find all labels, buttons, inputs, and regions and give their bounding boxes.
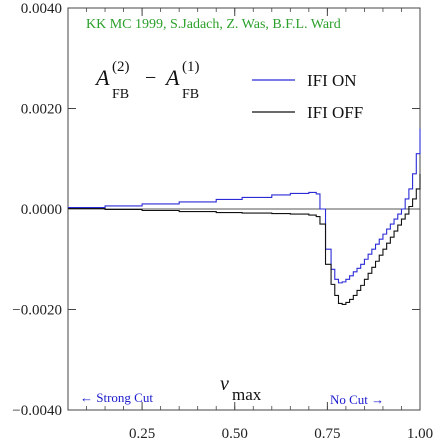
x-axis-tick-labels: 0.25 0.50 0.75 1.00	[129, 426, 433, 442]
y-tick-label-2: 0.0000	[21, 202, 62, 218]
formula-a2-superscript: (2)	[112, 59, 130, 75]
series-group	[68, 128, 421, 306]
ylabel-formula: A (2) FB − A (1) FB	[94, 59, 200, 102]
series-line-ifi-off	[68, 173, 421, 306]
formula-minus: −	[145, 67, 156, 89]
formula-a1-subscript: FB	[182, 87, 199, 102]
xlabel: v max	[220, 373, 262, 404]
y-tick-label-4: −0.0040	[12, 403, 62, 419]
x-tick-label-2: 0.75	[314, 426, 340, 442]
formula-a2-subscript: FB	[112, 87, 129, 102]
y-axis-tick-labels: 0.0040 0.0020 0.0000 −0.0020 −0.0040	[12, 1, 62, 419]
xlabel-subscript: max	[232, 385, 262, 404]
x-axis-ticks	[86, 8, 421, 410]
annotation-no-cut: No Cut →	[330, 392, 384, 407]
series-line-ifi-on	[68, 128, 421, 284]
formula-a1-superscript: (1)	[182, 59, 200, 75]
chart-caption: KK MC 1999, S.Jadach, Z. Was, B.F.L. War…	[86, 17, 341, 32]
y-tick-label-0: 0.0040	[21, 1, 62, 17]
y-tick-label-1: 0.0020	[21, 102, 62, 118]
y-tick-label-3: −0.0020	[12, 303, 62, 319]
legend-label-ifi-on: IFI ON	[307, 71, 357, 90]
formula-a1-symbol: A	[164, 65, 180, 90]
formula-a2-symbol: A	[94, 65, 110, 90]
legend: IFI ON IFI OFF	[252, 71, 363, 122]
x-tick-label-1: 0.50	[222, 426, 248, 442]
x-tick-label-3: 1.00	[407, 426, 433, 442]
x-tick-label-0: 0.25	[129, 426, 155, 442]
annotation-strong-cut: ← Strong Cut	[80, 390, 153, 405]
legend-label-ifi-off: IFI OFF	[307, 103, 363, 122]
xlabel-base: v	[220, 373, 229, 395]
